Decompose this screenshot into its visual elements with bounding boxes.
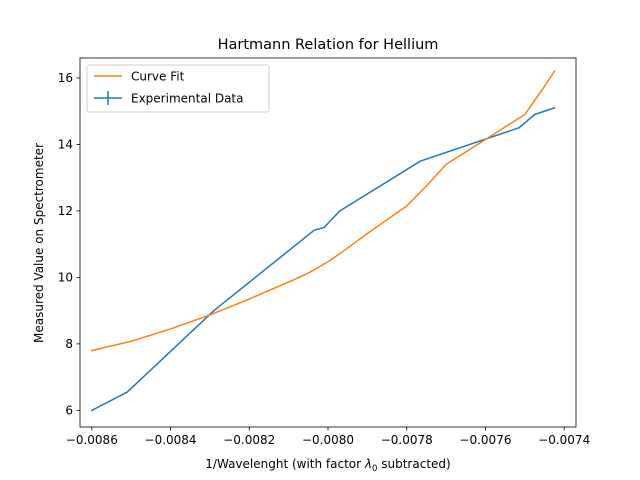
y-axis-label: Measured Value on Spectrometer bbox=[32, 143, 46, 343]
series-layer bbox=[90, 70, 556, 412]
x-tick-label: −0.0076 bbox=[459, 433, 511, 447]
x-axis-label-symbol: λ bbox=[364, 457, 372, 471]
x-axis-label-prefix: 1/Wavelenght (with factor bbox=[205, 457, 365, 471]
y-tick-label: 6 bbox=[65, 404, 73, 418]
y-tick-label: 10 bbox=[58, 271, 73, 285]
x-tick-label: −0.0074 bbox=[538, 433, 590, 447]
y-tick-label: 14 bbox=[58, 138, 73, 152]
x-axis-label-suffix: subtracted) bbox=[377, 457, 450, 471]
x-tick-label: −0.0084 bbox=[145, 433, 197, 447]
series-line-curve-fit bbox=[90, 70, 556, 352]
x-axis-label-subscript: 0 bbox=[372, 464, 377, 474]
x-axis-ticks: −0.0086 −0.0084 −0.0082 −0.0080 −0.0078 −0.00… bbox=[66, 427, 590, 447]
x-axis-label: 1/Wavelenght (with factor λ0 subtracted) bbox=[205, 457, 450, 474]
x-tick-label: −0.0078 bbox=[381, 433, 433, 447]
plot-frame bbox=[79, 57, 577, 428]
y-tick-label: 8 bbox=[65, 337, 73, 351]
series-line-experimental-data bbox=[90, 106, 556, 412]
x-tick-label: −0.0082 bbox=[223, 433, 275, 447]
legend-label-experimental-data: Experimental Data bbox=[131, 92, 244, 106]
legend-label-curve-fit: Curve Fit bbox=[131, 70, 185, 84]
x-tick-label: −0.0080 bbox=[302, 433, 354, 447]
x-tick-label: −0.0086 bbox=[66, 433, 118, 447]
chart-title: Hartmann Relation for Hellium bbox=[218, 37, 439, 53]
y-tick-label: 16 bbox=[58, 71, 73, 85]
legend-box bbox=[86, 64, 270, 113]
legend: Curve Fit Experimental Data bbox=[86, 64, 270, 113]
y-axis-ticks: 6 8 10 12 14 16 bbox=[58, 71, 80, 418]
y-tick-label: 12 bbox=[58, 204, 73, 218]
